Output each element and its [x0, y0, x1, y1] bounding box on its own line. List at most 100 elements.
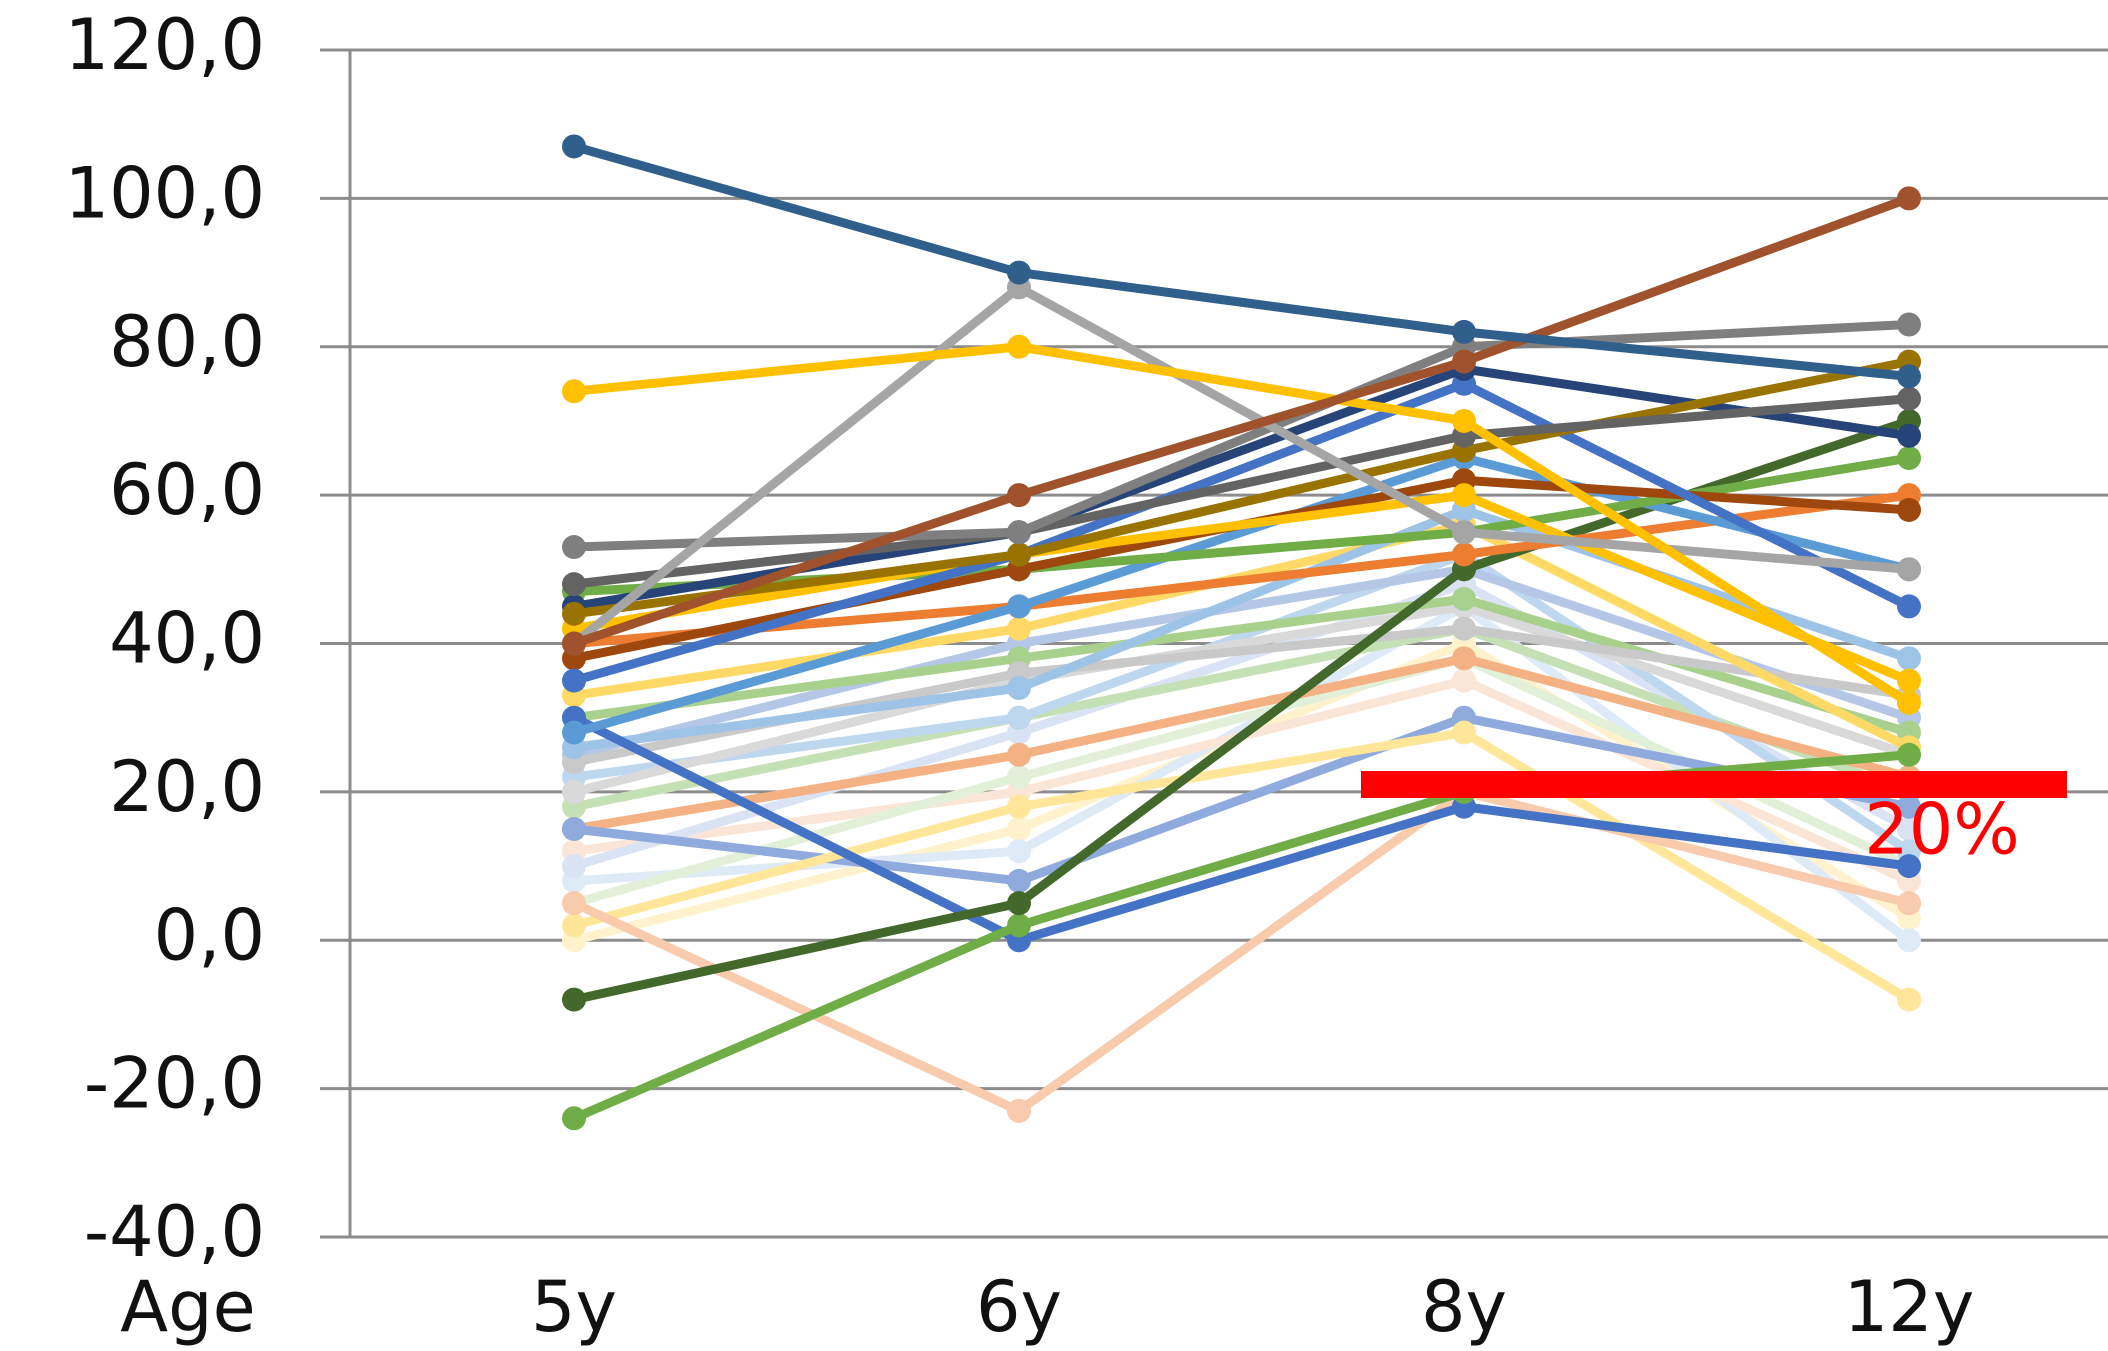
x-tick-label: 8y — [1421, 1266, 1507, 1348]
x-tick-label: 12y — [1844, 1266, 1975, 1348]
series-line — [572, 142, 1910, 381]
data-point — [1897, 854, 1921, 879]
threshold-label: 20% — [1864, 788, 2020, 870]
data-point — [1007, 868, 1031, 893]
y-tick-label: -20,0 — [84, 1043, 265, 1125]
data-point — [562, 379, 586, 404]
series-line — [573, 653, 1911, 834]
data-point — [562, 1106, 586, 1131]
data-point — [1007, 913, 1031, 938]
data-point — [1452, 349, 1476, 374]
data-point — [1897, 364, 1921, 389]
series-line — [571, 282, 1910, 648]
data-point — [1007, 816, 1031, 841]
data-point — [562, 572, 586, 597]
data-point — [1007, 520, 1031, 545]
data-point — [1897, 742, 1921, 767]
series-line — [573, 394, 1910, 589]
series-line — [573, 490, 1911, 685]
data-point — [1007, 1098, 1031, 1123]
series-line — [572, 194, 1911, 648]
data-point — [1007, 742, 1031, 767]
data-point — [562, 854, 586, 879]
data-point — [1897, 816, 1921, 841]
data-point — [1452, 408, 1476, 433]
data-point — [1007, 794, 1031, 819]
series-line — [573, 549, 1912, 855]
x-tick-label: 5y — [531, 1266, 617, 1348]
y-tick-label: 20,0 — [109, 746, 265, 828]
y-tick-label: 120,0 — [65, 4, 265, 86]
data-point — [1007, 616, 1031, 641]
data-point — [1897, 557, 1921, 582]
data-point — [562, 891, 586, 916]
series-line — [573, 713, 1910, 886]
y-tick-label: 60,0 — [109, 449, 265, 531]
data-point — [1452, 483, 1476, 508]
data-point — [562, 601, 586, 626]
series-line — [572, 787, 1911, 1116]
x-axis-label: Age — [120, 1266, 255, 1348]
data-point — [1007, 483, 1031, 508]
x-tick-label: 6y — [976, 1266, 1062, 1348]
data-point — [1007, 334, 1031, 359]
data-point — [1007, 260, 1031, 285]
series-line — [573, 342, 1912, 707]
data-point — [1897, 794, 1921, 819]
data-point — [1897, 668, 1921, 693]
series-line — [572, 564, 1911, 760]
series-line — [573, 357, 1910, 619]
data-point — [1897, 386, 1921, 411]
data-point — [1897, 312, 1921, 337]
data-point — [1897, 423, 1921, 448]
series-line — [571, 713, 1910, 945]
data-point — [1452, 646, 1476, 671]
data-point — [1452, 542, 1476, 567]
series-line — [573, 319, 1910, 552]
data-point — [1897, 446, 1921, 471]
series-line — [572, 453, 1911, 737]
data-point — [562, 631, 586, 656]
series-line — [572, 379, 1912, 685]
series-line — [573, 490, 1910, 648]
series-line — [572, 601, 1911, 797]
data-point — [562, 134, 586, 159]
y-tick-label: 40,0 — [109, 598, 265, 680]
data-point — [562, 668, 586, 693]
data-point — [1897, 646, 1921, 671]
data-point — [562, 779, 586, 804]
data-point — [1007, 594, 1031, 619]
data-point — [1452, 720, 1476, 745]
data-point — [1452, 616, 1476, 641]
data-point — [562, 720, 586, 745]
y-tick-label: 0,0 — [154, 894, 265, 976]
data-point — [1007, 705, 1031, 730]
data-point — [1007, 676, 1031, 701]
data-point — [1007, 765, 1031, 790]
series-line — [572, 728, 1912, 1004]
series-line — [573, 624, 1911, 812]
data-point — [562, 816, 586, 841]
data-point — [1452, 668, 1476, 693]
data-point — [1452, 586, 1476, 611]
data-point — [1897, 186, 1921, 211]
data-point — [1452, 520, 1476, 545]
data-point — [1452, 319, 1476, 344]
data-point — [1897, 928, 1921, 953]
y-tick-label: 80,0 — [109, 301, 265, 383]
data-point — [1007, 839, 1031, 864]
data-point — [1007, 542, 1031, 567]
data-point — [1897, 891, 1921, 916]
data-point — [1897, 987, 1921, 1012]
data-point — [562, 913, 586, 938]
data-point — [1897, 497, 1921, 522]
y-tick-label: -40,0 — [84, 1191, 265, 1273]
y-tick-label: 100,0 — [65, 152, 265, 234]
data-point — [1007, 891, 1031, 916]
data-point — [562, 535, 586, 560]
data-point — [1897, 690, 1921, 715]
data-point — [1897, 594, 1921, 619]
data-point — [562, 987, 586, 1012]
